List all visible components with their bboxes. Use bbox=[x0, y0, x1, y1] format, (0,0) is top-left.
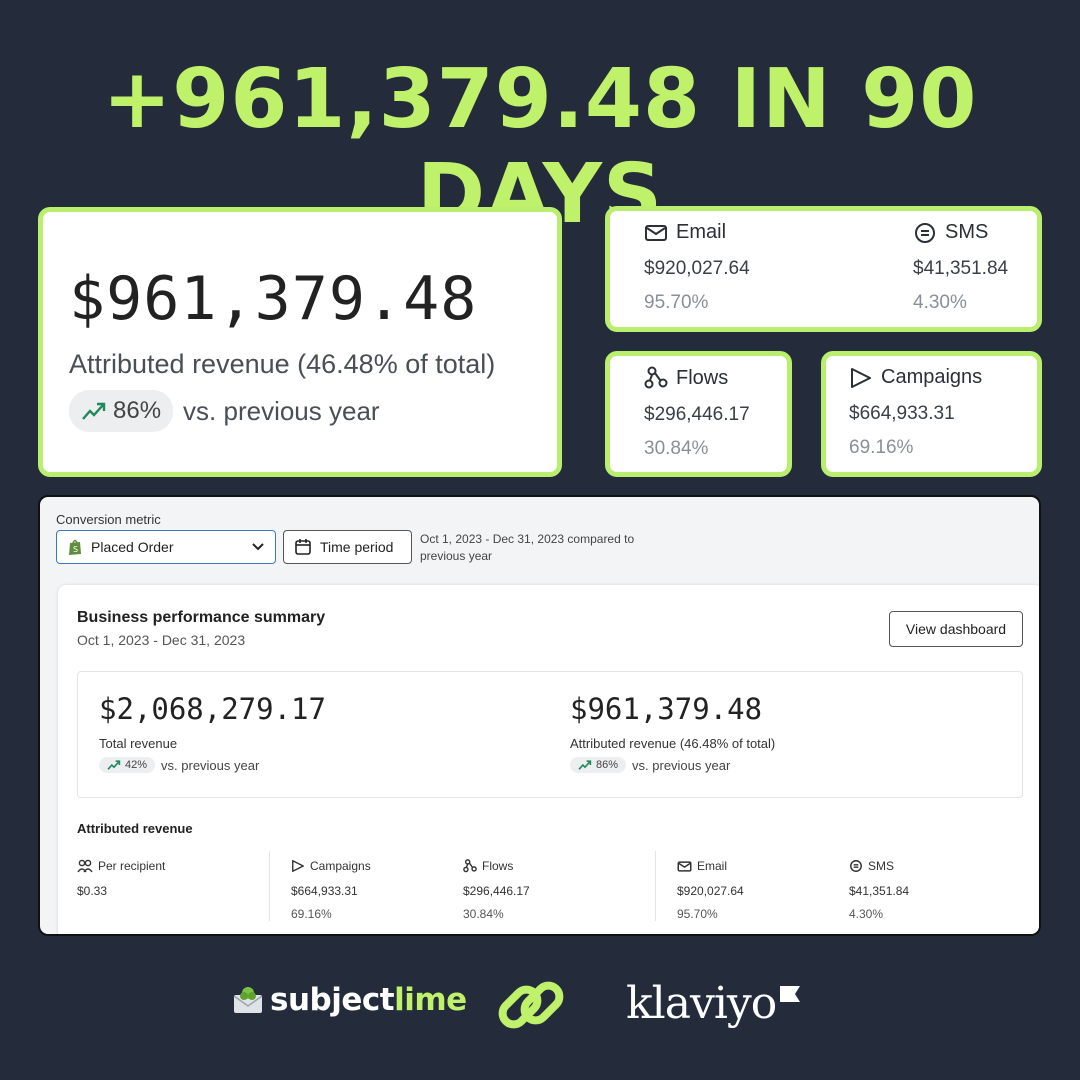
attributed-revenue-title: Attributed revenue bbox=[77, 821, 193, 836]
mail-icon bbox=[645, 224, 667, 241]
attributed-delta-suffix: vs. previous year bbox=[632, 757, 731, 773]
breakdown-sms-name: SMS bbox=[868, 859, 895, 873]
email-value: $920,027.64 bbox=[644, 258, 750, 279]
conversion-metric-select[interactable]: S Placed Order bbox=[56, 530, 276, 564]
trend-up-icon bbox=[107, 760, 121, 770]
attributed-trend-badge: 86% bbox=[570, 757, 627, 773]
attributed-delta-value: 86% bbox=[596, 759, 619, 771]
time-period-button[interactable]: Time period bbox=[283, 530, 412, 564]
trend-badge: 86% bbox=[69, 390, 174, 432]
people-icon bbox=[77, 859, 93, 873]
chat-icon bbox=[915, 222, 935, 243]
date-range-note: Oct 1, 2023 - Dec 31, 2023 compared to p… bbox=[420, 532, 635, 563]
total-delta-suffix: vs. previous year bbox=[161, 757, 260, 773]
total-revenue-label: Total revenue bbox=[99, 736, 178, 751]
flows-name: Flows bbox=[676, 366, 729, 389]
breakdown-flows-value: $296,446.17 bbox=[463, 884, 530, 898]
campaigns-name: Campaigns bbox=[881, 366, 983, 388]
flows-icon bbox=[644, 366, 668, 389]
flows-card: Flows $296,446.17 30.84% bbox=[605, 351, 792, 477]
breakdown-sms-pct: 4.30% bbox=[849, 907, 884, 921]
hero-amount: $961,379.48 bbox=[69, 264, 478, 334]
breakdown-flows-name: Flows bbox=[482, 859, 514, 873]
campaigns-pct: 69.16% bbox=[849, 437, 914, 458]
breakdown-campaigns: Campaigns $664,933.31 69.16% bbox=[291, 859, 371, 921]
breakdown-sms-value: $41,351.84 bbox=[849, 884, 910, 898]
summary-card: Business performance summary Oct 1, 2023… bbox=[58, 585, 1039, 934]
flows-value: $296,446.17 bbox=[644, 404, 750, 425]
trend-up-icon bbox=[578, 760, 592, 770]
breakdown-campaigns-pct: 69.16% bbox=[291, 907, 332, 921]
attributed-revenue: $961,379.48 Attributed revenue (46.48% o… bbox=[570, 692, 775, 773]
flows-metric: Flows $296,446.17 30.84% bbox=[644, 366, 750, 460]
trend-up-icon bbox=[82, 402, 106, 420]
send-icon bbox=[292, 860, 304, 872]
attributed-revenue-label: Attributed revenue (46.48% of total) bbox=[570, 736, 776, 751]
subjectlime-logo: subjectlime bbox=[232, 982, 467, 1018]
brand1-part2: lime bbox=[394, 982, 467, 1018]
conversion-metric-label: Conversion metric bbox=[56, 512, 161, 527]
divider bbox=[655, 851, 656, 921]
per-recipient-name: Per recipient bbox=[98, 859, 166, 873]
flows-icon bbox=[463, 859, 477, 873]
brand1-part1: subject bbox=[270, 982, 395, 1018]
breakdown-sms: SMS $41,351.84 4.30% bbox=[849, 859, 909, 921]
breakdown-campaigns-value: $664,933.31 bbox=[291, 884, 358, 898]
breakdown-flows: Flows $296,446.17 30.84% bbox=[463, 859, 530, 921]
total-revenue: $2,068,279.17 Total revenue 42% vs. prev… bbox=[99, 692, 326, 773]
attributed-revenue-card: $961,379.48 Attributed revenue (46.48% o… bbox=[38, 207, 562, 477]
breakdown-email-pct: 95.70% bbox=[677, 907, 718, 921]
sms-metric: SMS $41,351.84 4.30% bbox=[913, 221, 1008, 314]
envelope-leaf-icon bbox=[233, 987, 263, 1013]
hero-delta: 86% vs. previous year bbox=[69, 390, 380, 432]
campaigns-card: Campaigns $664,933.31 69.16% bbox=[821, 351, 1042, 477]
revenue-box: $2,068,279.17 Total revenue 42% vs. prev… bbox=[77, 671, 1023, 798]
footer: subjectlime klaviyo bbox=[0, 968, 1080, 1048]
per-recipient-metric: Per recipient $0.33 bbox=[77, 859, 165, 898]
per-recipient-value: $0.33 bbox=[77, 884, 108, 898]
sms-value: $41,351.84 bbox=[913, 258, 1009, 279]
breakdown-campaigns-name: Campaigns bbox=[310, 859, 371, 873]
breakdown-email-value: $920,027.64 bbox=[677, 884, 744, 898]
time-period-label: Time period bbox=[320, 539, 394, 555]
shopify-icon: S bbox=[69, 539, 81, 555]
total-delta-value: 42% bbox=[125, 759, 148, 771]
breakdown-email: Email $920,027.64 95.70% bbox=[677, 859, 744, 921]
hero-delta-suffix: vs. previous year bbox=[183, 395, 380, 426]
campaigns-value: $664,933.31 bbox=[849, 403, 955, 424]
attributed-revenue-amount: $961,379.48 bbox=[570, 692, 763, 726]
hero-delta-value: 86% bbox=[113, 397, 162, 424]
breakdown-email-name: Email bbox=[697, 859, 728, 873]
hero-label: Attributed revenue (46.48% of total) bbox=[69, 349, 496, 379]
email-sms-card: Email $920,027.64 95.70% SMS $41,351.84 … bbox=[605, 206, 1042, 332]
link-icon bbox=[498, 981, 564, 1029]
headline: +961,379.48 IN 90 DAYS bbox=[102, 52, 978, 242]
sms-pct: 4.30% bbox=[913, 292, 967, 313]
chevron-down-icon bbox=[252, 543, 264, 551]
calendar-icon bbox=[295, 539, 311, 555]
dashboard-panel: Conversion metric S Placed Order Time pe… bbox=[38, 495, 1041, 936]
klaviyo-flag-icon bbox=[780, 986, 800, 1002]
divider bbox=[269, 851, 270, 921]
svg-text:S: S bbox=[73, 545, 78, 554]
chat-icon bbox=[850, 860, 862, 872]
flows-pct: 30.84% bbox=[644, 438, 709, 459]
conversion-metric-value: Placed Order bbox=[91, 539, 174, 555]
send-icon bbox=[851, 367, 871, 388]
email-pct: 95.70% bbox=[644, 292, 709, 313]
summary-date: Oct 1, 2023 - Dec 31, 2023 bbox=[77, 632, 246, 648]
summary-title: Business performance summary bbox=[77, 609, 326, 626]
sms-name: SMS bbox=[945, 221, 989, 243]
email-metric: Email $920,027.64 95.70% bbox=[644, 221, 750, 314]
mail-icon bbox=[677, 860, 692, 872]
view-dashboard-button[interactable]: View dashboard bbox=[889, 611, 1023, 647]
breakdown-flows-pct: 30.84% bbox=[463, 907, 504, 921]
campaigns-metric: Campaigns $664,933.31 69.16% bbox=[849, 366, 982, 459]
klaviyo-logo: klaviyo bbox=[626, 978, 777, 1029]
total-revenue-amount: $2,068,279.17 bbox=[99, 692, 326, 726]
email-name: Email bbox=[676, 221, 727, 243]
total-trend-badge: 42% bbox=[99, 757, 156, 773]
